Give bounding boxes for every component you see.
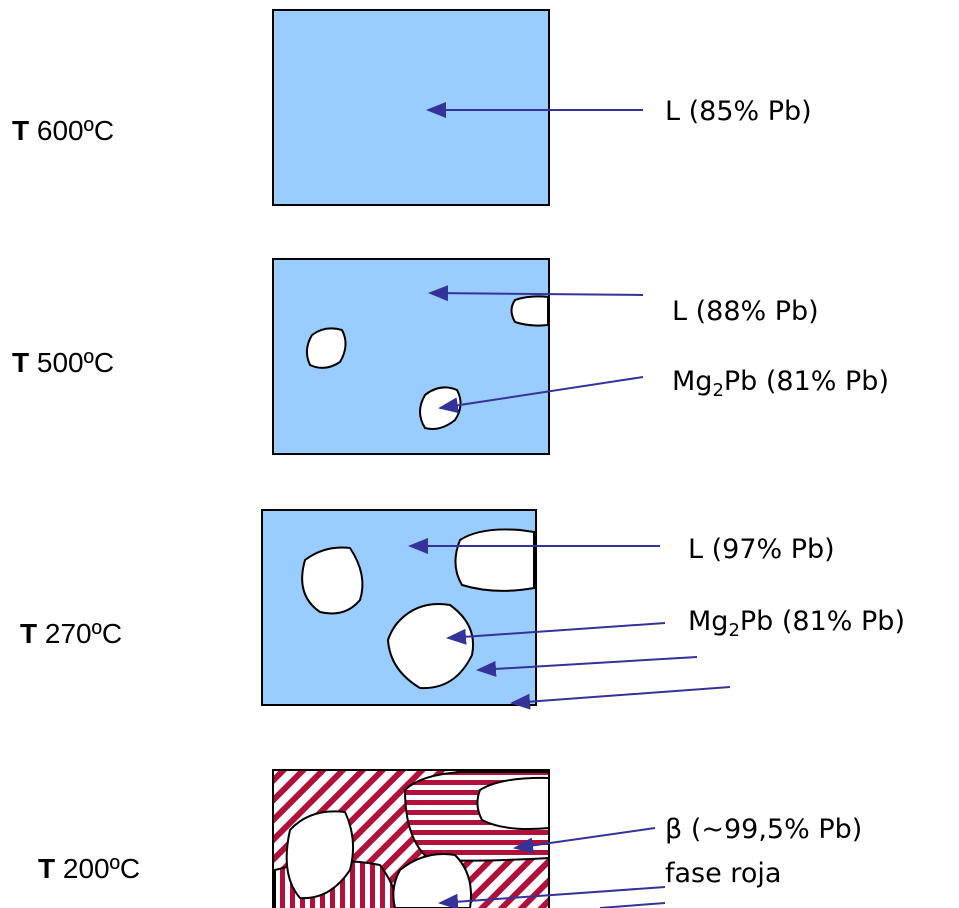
- grain: [285, 810, 355, 900]
- temperature: T 600ºC: [12, 115, 114, 146]
- arrow: [476, 656, 698, 677]
- arrow: [438, 886, 666, 908]
- arrow: [599, 902, 666, 908]
- arrow: [510, 686, 731, 710]
- stage: T 500ºC L (88% Pb) Mg2Pb (81% Pb): [12, 258, 889, 455]
- phase-label: L (85% Pb): [665, 96, 812, 127]
- microstructure: [272, 9, 550, 206]
- temperature: T 500ºC: [12, 347, 114, 378]
- temperature: T 200ºC: [38, 853, 140, 884]
- grain: [386, 603, 474, 690]
- arrow: [513, 827, 656, 854]
- grain: [301, 546, 364, 615]
- phase-label: L (88% Pb): [672, 296, 819, 327]
- arrow: [428, 285, 644, 302]
- phase-label: β (~99,5% Pb): [665, 814, 862, 845]
- phase-label: Mg2Pb (81% Pb): [688, 606, 905, 641]
- arrow: [438, 376, 644, 414]
- phase-label: Mg2Pb (81% Pb): [672, 366, 889, 401]
- grain: [510, 295, 549, 327]
- grain: [454, 528, 535, 592]
- phase-label: fase roja: [665, 858, 781, 889]
- temperature: T 270ºC: [20, 618, 122, 649]
- stage: T 270ºC L (97% Pb) Mg2Pb (81% Pb): [20, 509, 905, 710]
- phase-label: L (97% Pb): [688, 534, 835, 565]
- grain: [306, 327, 347, 369]
- arrow: [446, 622, 666, 645]
- grain: [476, 776, 550, 830]
- stage: T 600ºC L (85% Pb): [12, 9, 812, 206]
- stage: T 200ºC β (~99,5% Pb) fase roja: [38, 769, 862, 908]
